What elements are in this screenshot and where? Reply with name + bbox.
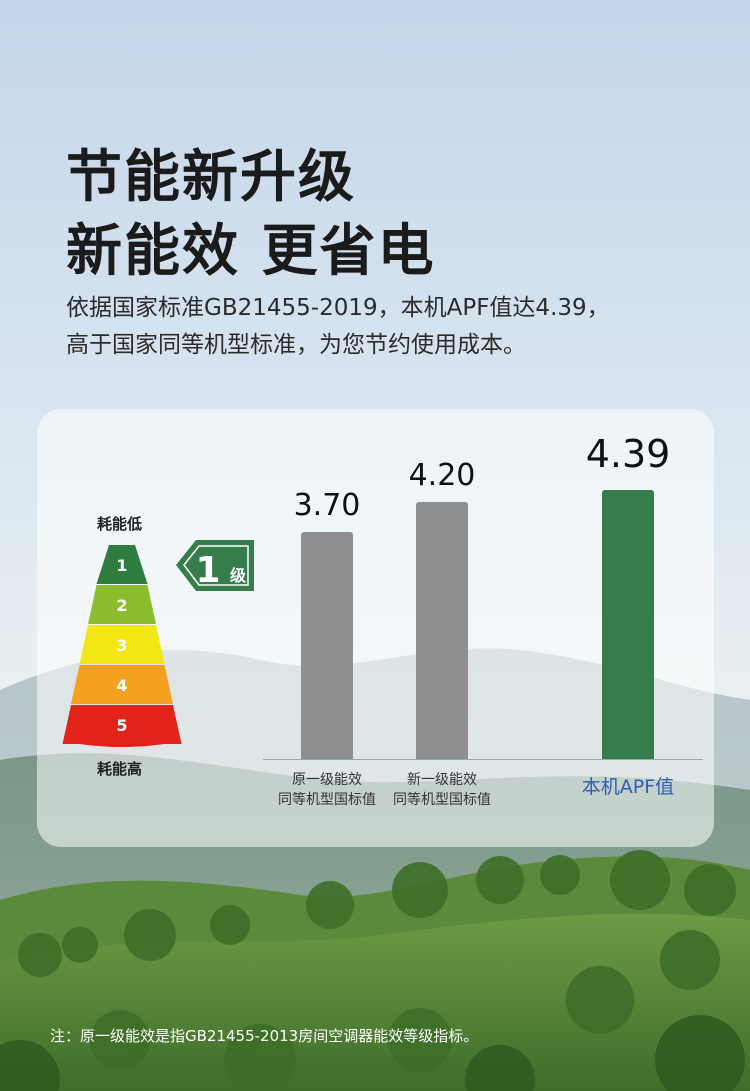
footnote: 注：原一级能效是指GB21455-2013房间空调器能效等级指标。: [50, 1027, 479, 1045]
headline-line2: 新能效 更省电: [66, 219, 436, 284]
bar-1: [416, 501, 468, 759]
bar-value-label-2: 4.39: [585, 431, 671, 476]
bar-2: [602, 489, 654, 759]
bar-value-label-1: 4.20: [408, 457, 476, 493]
bar-category-label-0: 原一级能效 同等机型国标值: [278, 772, 376, 808]
bar-value-label-0: 3.70: [293, 488, 361, 524]
chart-axis-line: [263, 759, 703, 760]
description: 依据国家标准GB21455-2019，本机APF值达4.39， 高于国家同等机型…: [66, 290, 706, 364]
energy-high-label: 耗能高: [97, 760, 143, 778]
description-line2: 高于国家同等机型标准，为您节约使用成本。: [66, 332, 526, 358]
energy-low-label: 耗能低: [97, 515, 143, 533]
bar-category-label-1: 新一级能效 同等机型国标值: [393, 772, 491, 808]
description-line1: 依据国家标准GB21455-2019，本机APF值达4.39，: [66, 295, 610, 321]
bar-category-label-2: 本机APF值: [581, 776, 675, 798]
headline-line1: 节能新升级: [66, 145, 356, 210]
bar-0: [301, 532, 353, 759]
